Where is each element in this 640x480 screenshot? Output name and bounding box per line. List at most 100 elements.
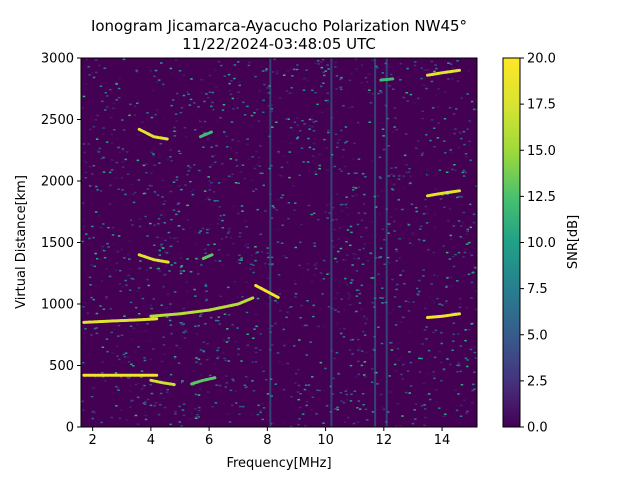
noise-speck — [231, 404, 234, 407]
noise-speck — [411, 244, 415, 246]
noise-speck — [394, 117, 397, 119]
noise-speck — [138, 139, 142, 142]
noise-speck — [343, 327, 346, 330]
noise-speck — [137, 268, 141, 270]
noise-speck — [448, 251, 452, 254]
noise-speck — [469, 226, 472, 229]
noise-speck — [433, 146, 436, 148]
noise-speck — [390, 341, 393, 344]
noise-speck — [364, 202, 368, 205]
noise-speck — [226, 146, 229, 148]
noise-speck — [417, 238, 421, 241]
noise-speck — [227, 175, 231, 177]
noise-speck — [389, 223, 393, 225]
noise-speck — [304, 425, 307, 427]
noise-speck — [257, 177, 260, 180]
noise-speck — [418, 279, 421, 282]
noise-speck — [465, 156, 468, 158]
noise-speck — [141, 226, 145, 228]
noise-speck — [311, 126, 314, 128]
noise-speck — [345, 149, 348, 151]
noise-speck — [172, 283, 176, 285]
noise-speck — [402, 344, 406, 347]
noise-speck — [232, 379, 235, 382]
noise-speck — [326, 92, 329, 94]
noise-speck — [113, 243, 117, 245]
noise-speck — [206, 197, 210, 199]
noise-speck — [318, 153, 321, 156]
noise-speck — [296, 136, 300, 139]
noise-speck — [125, 419, 129, 421]
noise-speck — [121, 189, 124, 191]
noise-speck — [433, 302, 436, 304]
noise-speck — [322, 422, 325, 424]
noise-speck — [456, 196, 459, 199]
noise-speck — [355, 289, 359, 291]
noise-speck — [127, 361, 131, 363]
noise-speck — [464, 171, 467, 174]
noise-speck — [424, 205, 428, 208]
noise-speck — [351, 195, 355, 197]
noise-speck — [175, 59, 178, 61]
noise-speck — [83, 163, 86, 166]
noise-speck — [327, 123, 330, 126]
noise-speck — [288, 92, 292, 94]
noise-speck — [337, 373, 340, 375]
noise-speck — [358, 347, 361, 349]
noise-speck — [475, 308, 477, 311]
noise-speck — [223, 406, 226, 408]
noise-speck — [458, 186, 461, 189]
noise-speck — [403, 425, 406, 427]
noise-speck — [217, 218, 221, 220]
noise-speck — [439, 66, 443, 68]
noise-speck — [93, 265, 96, 268]
noise-speck — [276, 199, 280, 201]
noise-speck — [449, 180, 453, 183]
noise-speck — [301, 120, 304, 122]
noise-speck — [447, 62, 450, 64]
noise-speck — [400, 284, 403, 286]
noise-speck — [206, 232, 209, 234]
noise-speck — [214, 154, 217, 156]
noise-speck — [376, 383, 379, 385]
noise-speck — [163, 222, 166, 224]
noise-speck — [434, 64, 437, 66]
noise-speck — [262, 370, 265, 372]
noise-speck — [92, 125, 96, 128]
noise-speck — [449, 363, 452, 366]
noise-speck — [249, 268, 252, 270]
noise-speck — [408, 239, 411, 242]
noise-speck — [122, 238, 125, 241]
noise-speck — [189, 283, 192, 285]
noise-speck — [356, 407, 359, 409]
noise-speck — [285, 90, 289, 92]
noise-speck — [232, 376, 235, 378]
noise-speck — [440, 342, 443, 345]
noise-speck — [181, 409, 185, 411]
noise-speck — [83, 371, 87, 373]
noise-speck — [201, 227, 205, 230]
noise-speck — [243, 177, 247, 180]
noise-speck — [93, 174, 96, 177]
noise-speck — [363, 212, 367, 215]
noise-speck — [466, 359, 469, 361]
noise-speck — [197, 398, 200, 401]
noise-speck — [358, 249, 361, 252]
noise-speck — [431, 374, 434, 377]
noise-speck — [325, 255, 328, 257]
noise-speck — [88, 74, 91, 76]
noise-speck — [427, 372, 430, 375]
noise-speck — [165, 252, 169, 254]
noise-speck — [84, 328, 87, 330]
noise-speck — [99, 290, 102, 292]
noise-speck — [91, 417, 94, 420]
noise-speck — [230, 170, 233, 172]
noise-speck — [239, 232, 242, 234]
noise-speck — [110, 210, 114, 212]
noise-speck — [309, 341, 312, 343]
noise-speck — [381, 72, 384, 74]
noise-speck — [161, 237, 164, 239]
noise-speck — [422, 154, 425, 156]
noise-speck — [438, 303, 441, 305]
noise-speck — [87, 165, 90, 168]
